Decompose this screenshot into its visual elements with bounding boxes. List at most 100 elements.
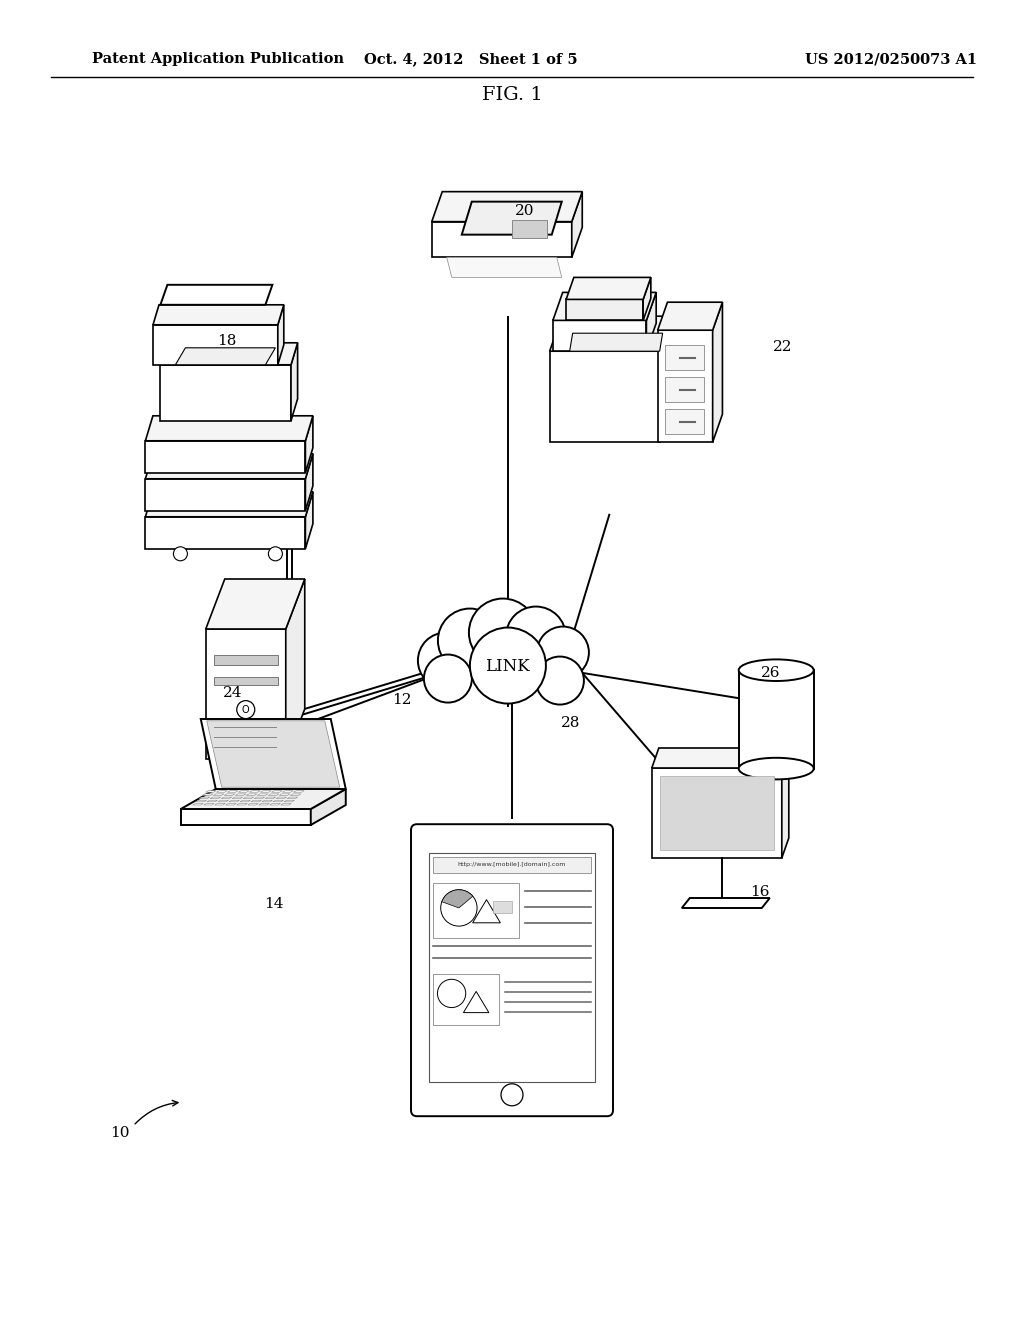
Polygon shape <box>738 671 814 768</box>
FancyBboxPatch shape <box>411 824 613 1117</box>
FancyBboxPatch shape <box>429 853 595 1082</box>
Polygon shape <box>262 800 272 801</box>
Polygon shape <box>232 797 243 799</box>
Circle shape <box>237 701 255 718</box>
Text: 26: 26 <box>761 667 780 680</box>
Text: 20: 20 <box>515 205 535 218</box>
Polygon shape <box>665 378 703 403</box>
Polygon shape <box>657 330 713 442</box>
Polygon shape <box>652 748 788 768</box>
Polygon shape <box>259 804 269 805</box>
Polygon shape <box>181 809 310 825</box>
Polygon shape <box>260 791 271 792</box>
Polygon shape <box>273 800 284 801</box>
Polygon shape <box>284 800 295 801</box>
FancyBboxPatch shape <box>494 902 512 913</box>
Polygon shape <box>462 202 562 235</box>
Polygon shape <box>153 325 278 364</box>
Polygon shape <box>432 222 571 257</box>
Circle shape <box>173 546 187 561</box>
Polygon shape <box>206 791 216 792</box>
Polygon shape <box>204 804 214 805</box>
Text: 14: 14 <box>264 898 284 911</box>
Circle shape <box>470 627 546 704</box>
Circle shape <box>501 1084 523 1106</box>
Polygon shape <box>145 479 305 511</box>
Polygon shape <box>271 791 282 792</box>
Polygon shape <box>215 804 225 805</box>
Polygon shape <box>566 277 651 300</box>
Text: 18: 18 <box>217 334 237 347</box>
Polygon shape <box>254 797 264 799</box>
Polygon shape <box>652 768 781 858</box>
Polygon shape <box>665 409 703 434</box>
FancyBboxPatch shape <box>433 974 500 1024</box>
Polygon shape <box>571 191 583 257</box>
Polygon shape <box>218 800 228 801</box>
Polygon shape <box>291 793 301 796</box>
Polygon shape <box>294 791 304 792</box>
Circle shape <box>438 609 502 673</box>
Polygon shape <box>464 991 488 1012</box>
Polygon shape <box>283 791 293 792</box>
Circle shape <box>506 607 566 667</box>
Polygon shape <box>175 347 275 364</box>
Wedge shape <box>441 890 473 908</box>
Polygon shape <box>566 300 643 321</box>
Polygon shape <box>682 898 770 908</box>
Polygon shape <box>243 797 254 799</box>
Text: FIG. 1: FIG. 1 <box>481 86 543 104</box>
Polygon shape <box>286 579 305 759</box>
Polygon shape <box>265 797 275 799</box>
Polygon shape <box>224 793 234 796</box>
Polygon shape <box>207 800 217 801</box>
Polygon shape <box>269 804 281 805</box>
Polygon shape <box>214 677 278 685</box>
Polygon shape <box>206 579 305 630</box>
Polygon shape <box>665 346 703 370</box>
Polygon shape <box>268 793 279 796</box>
Polygon shape <box>781 748 788 858</box>
Polygon shape <box>310 789 346 825</box>
Polygon shape <box>305 492 313 549</box>
Polygon shape <box>643 277 651 321</box>
Polygon shape <box>305 454 313 511</box>
Polygon shape <box>553 321 646 351</box>
Polygon shape <box>550 351 659 442</box>
Polygon shape <box>214 656 278 665</box>
Polygon shape <box>160 343 298 364</box>
Text: 24: 24 <box>223 686 243 700</box>
Ellipse shape <box>738 660 814 681</box>
Polygon shape <box>193 804 203 805</box>
Polygon shape <box>278 305 284 364</box>
Circle shape <box>268 546 283 561</box>
Polygon shape <box>305 416 313 473</box>
Polygon shape <box>281 804 291 805</box>
Polygon shape <box>237 804 247 805</box>
Circle shape <box>440 890 477 927</box>
Polygon shape <box>145 492 313 517</box>
Polygon shape <box>432 191 583 222</box>
Text: O: O <box>242 705 250 714</box>
Polygon shape <box>206 630 286 759</box>
Text: Oct. 4, 2012   Sheet 1 of 5: Oct. 4, 2012 Sheet 1 of 5 <box>365 53 578 66</box>
Text: Patent Application Publication: Patent Application Publication <box>92 53 344 66</box>
Text: 16: 16 <box>751 886 770 899</box>
Polygon shape <box>199 797 210 799</box>
Polygon shape <box>248 804 258 805</box>
Polygon shape <box>145 416 313 441</box>
Polygon shape <box>473 900 501 923</box>
FancyBboxPatch shape <box>433 883 519 939</box>
Circle shape <box>536 656 584 705</box>
Polygon shape <box>160 364 291 421</box>
Ellipse shape <box>738 758 814 779</box>
Polygon shape <box>291 343 298 421</box>
Polygon shape <box>225 804 237 805</box>
Polygon shape <box>657 302 723 330</box>
Polygon shape <box>713 302 723 442</box>
Circle shape <box>424 655 472 702</box>
Polygon shape <box>276 797 287 799</box>
Polygon shape <box>229 800 240 801</box>
Polygon shape <box>659 317 672 442</box>
Polygon shape <box>216 791 227 792</box>
